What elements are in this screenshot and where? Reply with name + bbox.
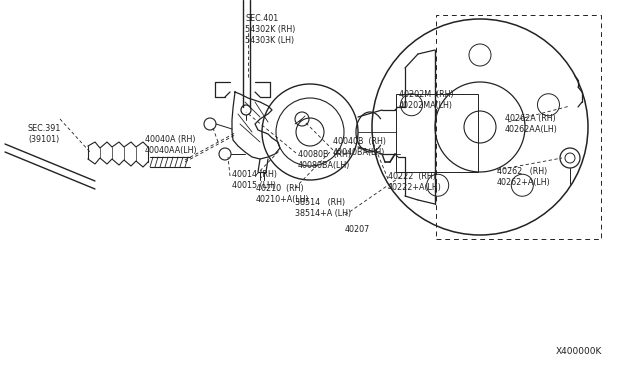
Text: SEC.401
54302K (RH)
54303K (LH): SEC.401 54302K (RH) 54303K (LH): [245, 14, 296, 45]
Text: 40080B  (RH)
40080BA(LH): 40080B (RH) 40080BA(LH): [298, 150, 351, 170]
Text: 40040A (RH)
40040AA(LH): 40040A (RH) 40040AA(LH): [145, 135, 198, 155]
Bar: [396, 94, 478, 172]
Bar: [436, 15, 601, 239]
Text: SEC.391
(39101): SEC.391 (39101): [28, 124, 61, 144]
Text: 40222  (RH)
40222+A(LH): 40222 (RH) 40222+A(LH): [388, 172, 442, 192]
Text: X400000K: X400000K: [556, 347, 602, 356]
Text: 40202M  (RH)
40202MA(LH): 40202M (RH) 40202MA(LH): [399, 90, 454, 110]
Text: 40210  (RH)
40210+A(LH): 40210 (RH) 40210+A(LH): [256, 184, 310, 204]
Text: 40014 (RH)
40015 (LH): 40014 (RH) 40015 (LH): [232, 170, 277, 190]
Text: 38514   (RH)
38514+A (LH): 38514 (RH) 38514+A (LH): [295, 198, 351, 218]
Text: 40262A (RH)
40262AA(LH): 40262A (RH) 40262AA(LH): [505, 114, 558, 134]
Text: 40207: 40207: [345, 225, 371, 234]
Text: 40262   (RH)
40262+A(LH): 40262 (RH) 40262+A(LH): [497, 167, 551, 187]
Text: 40040B  (RH)
40040BA(LH): 40040B (RH) 40040BA(LH): [333, 137, 386, 157]
